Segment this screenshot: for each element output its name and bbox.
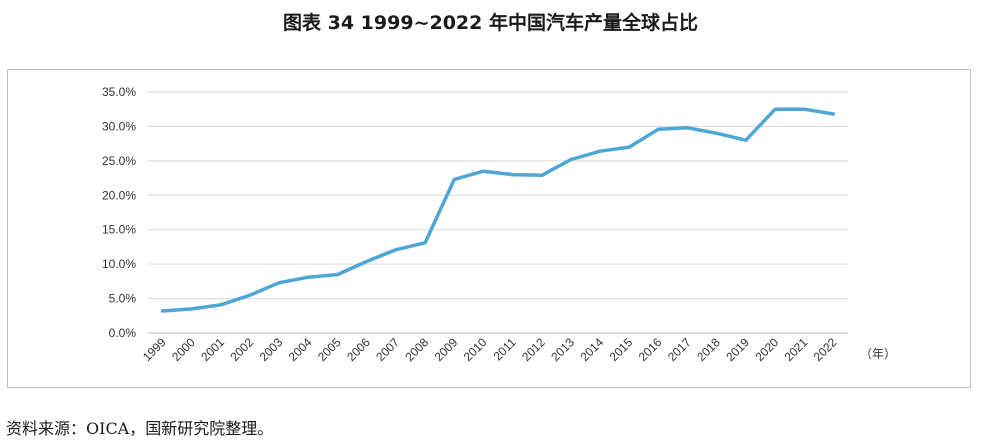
x-tick-label: 2011 (491, 335, 519, 363)
x-tick-label: 2000 (169, 335, 198, 364)
x-tick-label: 2019 (723, 335, 752, 364)
data-point (481, 169, 485, 173)
x-tick-label: 2020 (752, 335, 781, 364)
x-tick-label: 2016 (636, 335, 665, 364)
chart-frame (7, 69, 971, 388)
data-point (248, 293, 252, 297)
y-tick-label: 15.0% (102, 223, 136, 237)
x-tick-label: 2018 (694, 335, 723, 364)
x-tick-label: 2017 (665, 335, 694, 364)
x-tick-label: 2014 (577, 335, 606, 364)
data-point (511, 173, 515, 177)
x-tick-label: 2004 (286, 335, 315, 364)
data-point (161, 309, 165, 313)
data-point (540, 173, 544, 177)
x-tick-label: 2008 (402, 335, 431, 364)
x-tick-label: 2001 (198, 335, 227, 364)
data-point (190, 307, 194, 311)
x-tick-label: 2003 (257, 335, 286, 364)
series-line (160, 107, 836, 313)
x-unit-label: （年） (860, 347, 896, 361)
data-point (423, 241, 427, 245)
data-point (744, 138, 748, 142)
data-point (802, 107, 806, 111)
x-tick-label: 2012 (519, 335, 548, 364)
y-tick-label: 5.0% (109, 292, 137, 306)
data-point (773, 107, 777, 111)
data-point (715, 131, 719, 135)
data-point (277, 281, 281, 285)
x-tick-label: 2002 (227, 335, 256, 364)
x-tick-label: 2021 (782, 335, 811, 364)
data-point (686, 126, 690, 130)
y-tick-label: 30.0% (102, 119, 136, 133)
x-tick-label: 2006 (344, 335, 373, 364)
source-note: 资料来源：OICA，国新研究院整理。 (6, 419, 274, 438)
data-point (598, 149, 602, 153)
y-tick-label: 25.0% (102, 154, 136, 168)
data-point (452, 177, 456, 181)
data-point (306, 275, 310, 279)
x-tick-label: 2005 (315, 335, 344, 364)
x-tick-label: 1999 (140, 335, 169, 364)
x-tick-label: 2009 (432, 335, 461, 364)
x-tick-label: 2013 (548, 335, 577, 364)
y-tick-label: 35.0% (102, 85, 136, 99)
x-tick-label: 2015 (607, 335, 636, 364)
y-tick-label: 0.0% (109, 326, 137, 340)
x-tick-label: 2007 (373, 335, 402, 364)
data-point (219, 303, 223, 307)
data-point (394, 248, 398, 252)
data-point (656, 127, 660, 131)
x-tick-label: 2022 (811, 335, 840, 364)
data-point (627, 145, 631, 149)
x-tick-label: 2010 (461, 335, 490, 364)
y-tick-label: 20.0% (102, 188, 136, 202)
data-point (336, 272, 340, 276)
y-tick-label: 10.0% (102, 257, 136, 271)
data-point (831, 112, 835, 116)
data-point (365, 259, 369, 263)
data-point (569, 157, 573, 161)
chart-title: 图表 34 1999~2022 年中国汽车产量全球占比 (283, 12, 698, 34)
